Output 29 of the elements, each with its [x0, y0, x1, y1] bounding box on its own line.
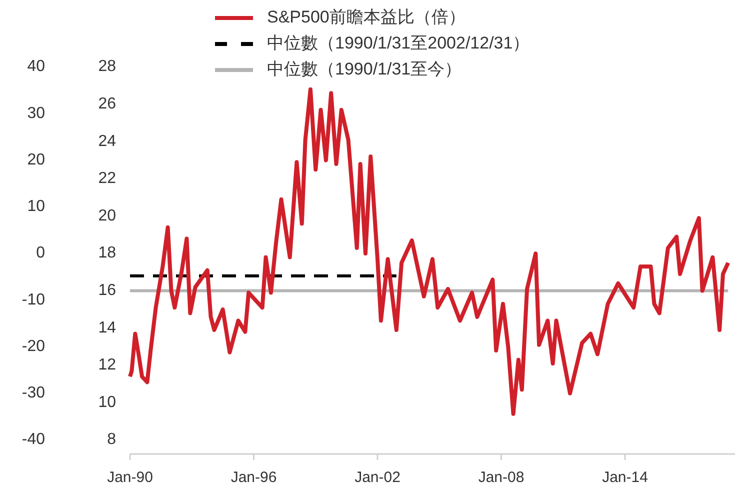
legend-label: S&P500前瞻本益比（倍）	[267, 7, 466, 26]
y-tick-label: 12	[98, 356, 116, 374]
y2-tick-label: -20	[22, 338, 46, 355]
y-tick-label: 22	[98, 170, 116, 188]
y-tick-label: 10	[98, 394, 116, 411]
y-tick-label: 20	[98, 207, 116, 224]
y-tick-label: 14	[98, 319, 116, 336]
y-tick-label: 8	[107, 431, 116, 448]
x-tick-label: Jan-02	[354, 468, 400, 486]
y2-tick-label: 10	[27, 198, 46, 216]
y2-tick-label: -40	[22, 431, 46, 448]
legend-label: 中位數（1990/1/31至今）	[267, 59, 462, 78]
y2-tick-label: 30	[27, 104, 46, 122]
y-tick-label: 16	[98, 282, 116, 300]
y2-tick-label: 20	[27, 151, 46, 168]
y2-tick-label: 0	[36, 244, 46, 262]
x-tick-label: Jan-96	[230, 468, 277, 486]
y-tick-label: 28	[98, 58, 116, 76]
x-tick-label: Jan-08	[478, 468, 524, 486]
x-tick-label: Jan-14	[602, 468, 648, 486]
y2-tick-label: -30	[22, 384, 46, 402]
x-tick-label: Jan-90	[107, 468, 153, 486]
y-tick-label: 24	[98, 132, 116, 150]
line-series	[128, 87, 730, 416]
y-tick-label: 18	[98, 244, 116, 262]
legend-label: 中位數（1990/1/31至2002/12/31）	[267, 33, 530, 52]
y2-tick-label: -10	[22, 291, 46, 308]
y2-tick-label: 40	[27, 58, 46, 76]
y-tick-label: 26	[98, 96, 116, 113]
